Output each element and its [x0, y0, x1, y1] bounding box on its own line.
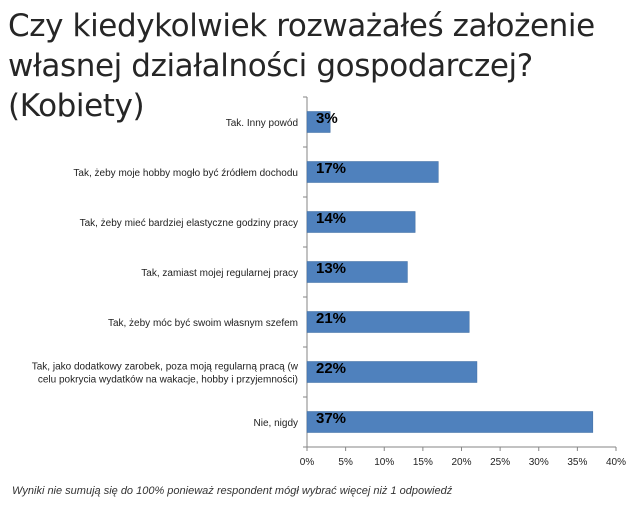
bar: [306, 111, 331, 133]
data-label: 14%: [316, 210, 346, 227]
bar: [306, 311, 470, 333]
data-label: 21%: [316, 310, 346, 327]
bar: [306, 261, 408, 283]
bar: [306, 211, 416, 233]
category-label: celu pokrycia wydatków na wakacje, hobby…: [38, 375, 298, 386]
category-label: Tak. Inny powód: [226, 118, 298, 129]
data-label: 17%: [316, 160, 346, 177]
x-tick-label: 10%: [374, 457, 394, 468]
bar: [306, 161, 439, 183]
bar: [306, 361, 478, 383]
category-labels: Tak. Inny powód Tak, żeby moje hobby mogł…: [32, 118, 299, 429]
x-tick-label: 0%: [300, 457, 315, 468]
category-label: Tak, żeby moje hobby mogło być źródłem d…: [73, 168, 298, 179]
x-tick-label: 35%: [567, 457, 587, 468]
data-label: 13%: [316, 260, 346, 277]
chart-title: Czy kiedykolwiek rozważałeś założenie wł…: [8, 8, 595, 124]
x-tick-label: 20%: [451, 457, 471, 468]
data-label: 3%: [316, 110, 338, 127]
category-label: Tak, zamiast mojej regularnej pracy: [141, 268, 298, 279]
chart-bars: [306, 111, 594, 433]
category-label: Tak, jako dodatkowy zarobek, poza moją r…: [32, 362, 299, 373]
category-label: Tak, żeby móc być swoim własnym szefem: [108, 318, 298, 329]
data-label: 37%: [316, 410, 346, 427]
x-tick-label: 30%: [529, 457, 549, 468]
footnote: Wyniki nie sumują się do 100% ponieważ r…: [12, 485, 453, 497]
x-tick-label: 15%: [413, 457, 433, 468]
data-label: 22%: [316, 360, 346, 377]
bar: [306, 411, 594, 433]
category-label: Nie, nigdy: [254, 418, 298, 429]
x-tick-label: 25%: [490, 457, 510, 468]
category-label: Tak, żeby mieć bardziej elastyczne godzi…: [80, 218, 298, 229]
x-tick-labels: 0% 5% 10% 15% 20% 25% 30% 35% 40%: [300, 457, 626, 468]
x-tick-label: 5%: [338, 457, 353, 468]
data-labels: 3% 17% 14% 13% 21% 22% 37%: [316, 110, 346, 427]
x-tick-label: 40%: [606, 457, 626, 468]
